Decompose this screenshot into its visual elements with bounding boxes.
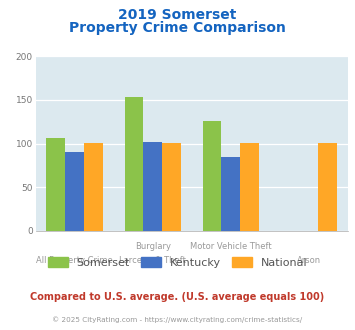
Legend: Somerset, Kentucky, National: Somerset, Kentucky, National bbox=[43, 252, 312, 272]
Bar bbox=[203, 121, 222, 231]
Text: Arson: Arson bbox=[297, 256, 321, 265]
Text: Compared to U.S. average. (U.S. average equals 100): Compared to U.S. average. (U.S. average … bbox=[31, 292, 324, 302]
Bar bbox=[162, 143, 181, 231]
Bar bbox=[222, 157, 240, 231]
Text: Property Crime Comparison: Property Crime Comparison bbox=[69, 21, 286, 35]
Text: Motor Vehicle Theft: Motor Vehicle Theft bbox=[190, 242, 272, 251]
Text: All Property Crime: All Property Crime bbox=[36, 256, 113, 265]
Text: Burglary: Burglary bbox=[135, 242, 171, 251]
Text: 2019 Somerset: 2019 Somerset bbox=[118, 8, 237, 22]
Bar bbox=[318, 143, 337, 231]
Bar bbox=[240, 143, 259, 231]
Text: Larceny & Theft: Larceny & Theft bbox=[119, 256, 186, 265]
Bar bbox=[125, 97, 143, 231]
Bar bbox=[65, 152, 84, 231]
Bar bbox=[84, 143, 103, 231]
Bar bbox=[47, 138, 65, 231]
Text: © 2025 CityRating.com - https://www.cityrating.com/crime-statistics/: © 2025 CityRating.com - https://www.city… bbox=[53, 317, 302, 323]
Bar bbox=[143, 142, 162, 231]
